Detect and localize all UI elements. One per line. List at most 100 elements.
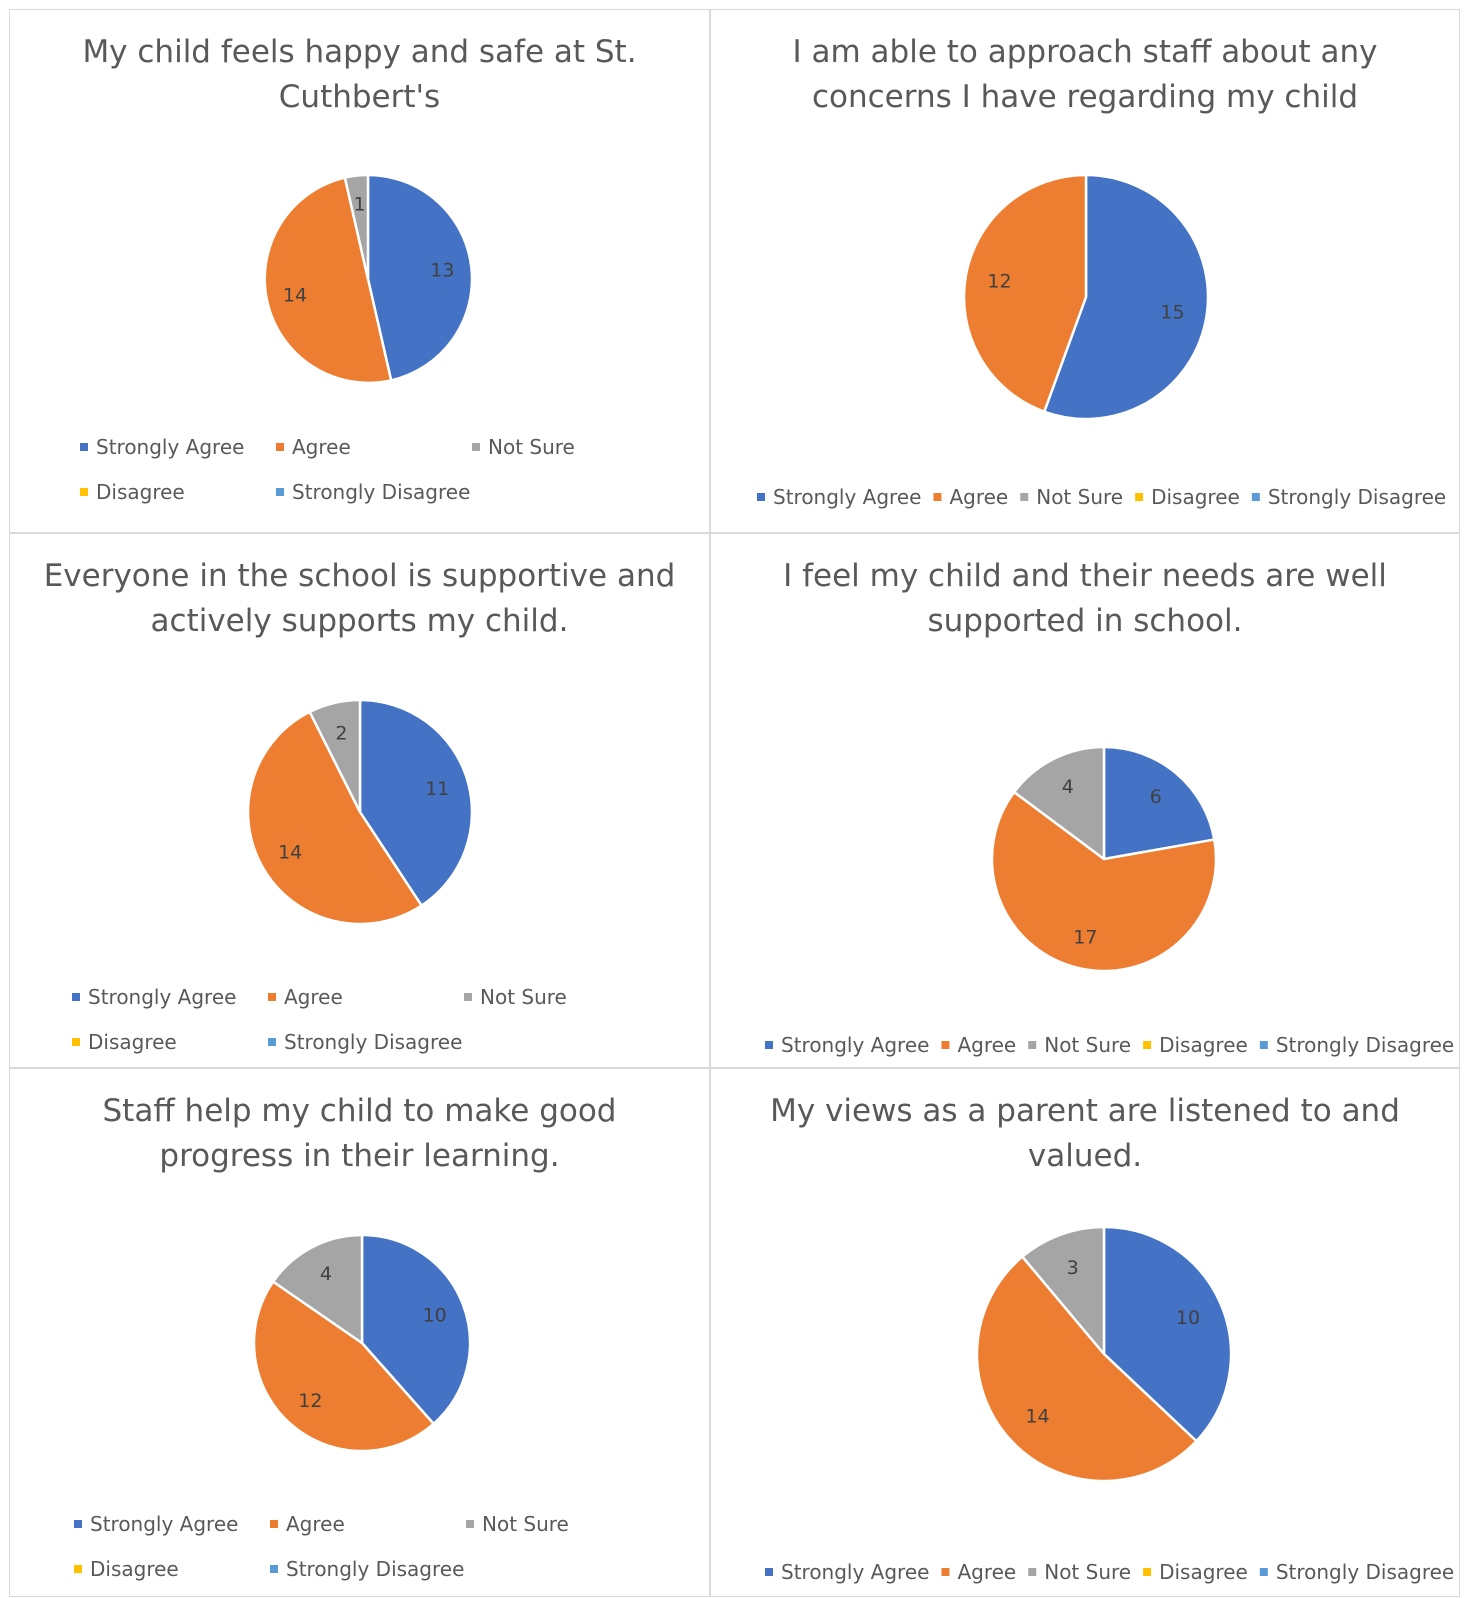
legend-item-disagree: Disagree <box>80 480 185 504</box>
chart-panel-supportive: Everyone in the school is supportive and… <box>9 533 710 1068</box>
chart-panel-needs-supported: I feel my child and their needs are well… <box>710 533 1460 1068</box>
legend-label: Disagree <box>1159 1033 1248 1057</box>
legend-item-disagree: Disagree <box>1135 485 1240 509</box>
legend-swatch <box>941 1568 949 1576</box>
legend-swatch <box>464 993 472 1001</box>
data-label-agree: 12 <box>298 1390 322 1412</box>
chart-panel-parent-views: My views as a parent are listened to and… <box>710 1068 1460 1597</box>
legend-item-agree: Agree <box>941 1560 1016 1584</box>
legend-label: Strongly Disagree <box>1268 485 1446 509</box>
legend-label: Disagree <box>90 1557 179 1581</box>
legend-item-disagree: Disagree <box>1143 1560 1248 1584</box>
legend-label: Not Sure <box>1044 1033 1131 1057</box>
legend-swatch <box>466 1520 474 1528</box>
legend-label: Strongly Agree <box>90 1512 238 1536</box>
legend-swatch <box>1143 1568 1151 1576</box>
legend-label: Agree <box>957 1560 1016 1584</box>
legend-label: Disagree <box>1159 1560 1248 1584</box>
legend-label: Strongly Disagree <box>1276 1033 1454 1057</box>
pie-chart: 15 12 Strongly Agree Agree Not Sure Disagree S… <box>711 10 1461 534</box>
legend-label: Strongly Disagree <box>286 1557 464 1581</box>
legend-item-strongly-agree: Strongly Agree <box>72 985 236 1009</box>
legend-item-not-sure: Not Sure <box>466 1512 569 1536</box>
legend-item-not-sure: Not Sure <box>464 985 567 1009</box>
legend-swatch <box>765 1041 773 1049</box>
pie-chart: 11 14 2 Strongly Agree Agree Not Sure Disagree… <box>10 534 711 1069</box>
legend-label: Strongly Disagree <box>292 480 470 504</box>
legend-label: Strongly Agree <box>781 1033 929 1057</box>
legend-item-not-sure: Not Sure <box>1028 1033 1131 1057</box>
data-label-agree: 17 <box>1073 927 1097 949</box>
legend-swatch <box>757 493 765 501</box>
legend-label: Strongly Disagree <box>284 1030 462 1054</box>
legend-label: Disagree <box>1151 485 1240 509</box>
legend-swatch <box>1028 1568 1036 1576</box>
legend-item-strongly-agree: Strongly Agree <box>80 435 244 459</box>
pie-chart: 13 14 1 Strongly Agree Agree Not Sure Disagree… <box>10 10 711 534</box>
legend-item-disagree: Disagree <box>74 1557 179 1581</box>
legend-label: Agree <box>284 985 343 1009</box>
legend-swatch <box>1020 493 1028 501</box>
data-label-agree: 12 <box>987 271 1011 293</box>
legend-swatch <box>1252 493 1260 501</box>
legend-item-not-sure: Not Sure <box>1020 485 1123 509</box>
legend-label: Not Sure <box>480 985 567 1009</box>
data-label-not-sure: 1 <box>354 194 366 216</box>
legend-label: Agree <box>949 485 1008 509</box>
legend-swatch <box>80 488 88 496</box>
legend-label: Agree <box>957 1033 1016 1057</box>
legend-item-strongly-disagree: Strongly Disagree <box>268 1030 462 1054</box>
legend-label: Not Sure <box>488 435 575 459</box>
legend-swatch <box>270 1520 278 1528</box>
legend-swatch <box>1028 1041 1036 1049</box>
legend-swatch <box>72 1038 80 1046</box>
legend-label: Strongly Agree <box>88 985 236 1009</box>
legend-label: Not Sure <box>1036 485 1123 509</box>
data-label-not-sure: 4 <box>320 1263 332 1285</box>
legend-swatch <box>765 1568 773 1576</box>
data-label-agree: 14 <box>283 285 307 307</box>
legend-item-agree: Agree <box>268 985 343 1009</box>
legend-swatch <box>1260 1041 1268 1049</box>
legend-item-strongly-agree: Strongly Agree <box>757 485 921 509</box>
chart-panel-approach-staff: I am able to approach staff about any co… <box>710 9 1460 533</box>
legend-swatch <box>74 1520 82 1528</box>
legend-swatch <box>74 1565 82 1573</box>
legend-label: Not Sure <box>482 1512 569 1536</box>
data-label-not-sure: 3 <box>1067 1257 1079 1279</box>
legend-item-agree: Agree <box>276 435 351 459</box>
data-label-strongly-agree: 6 <box>1150 786 1162 808</box>
legend-item-strongly-agree: Strongly Agree <box>765 1560 929 1584</box>
legend-swatch <box>1135 493 1143 501</box>
legend-swatch <box>276 443 284 451</box>
data-label-strongly-agree: 10 <box>423 1304 447 1326</box>
legend-item-strongly-disagree: Strongly Disagree <box>1260 1033 1454 1057</box>
data-label-strongly-agree: 13 <box>430 260 454 282</box>
chart-panel-happy-safe: My child feels happy and safe at St. Cut… <box>9 9 710 533</box>
legend-item-strongly-disagree: Strongly Disagree <box>270 1557 464 1581</box>
legend-item-strongly-agree: Strongly Agree <box>74 1512 238 1536</box>
legend-label: Disagree <box>96 480 185 504</box>
legend-item-strongly-disagree: Strongly Disagree <box>276 480 470 504</box>
pie-chart: 10 14 3 Strongly Agree Agree Not Sure Disagree… <box>711 1069 1461 1598</box>
legend-swatch <box>941 1041 949 1049</box>
data-label-agree: 14 <box>278 841 302 863</box>
legend-item-agree: Agree <box>270 1512 345 1536</box>
legend-item-disagree: Disagree <box>1143 1033 1248 1057</box>
legend-item-disagree: Disagree <box>72 1030 177 1054</box>
legend-label: Disagree <box>88 1030 177 1054</box>
legend-item-agree: Agree <box>933 485 1008 509</box>
legend-swatch <box>80 443 88 451</box>
legend-swatch <box>1143 1041 1151 1049</box>
legend-item-strongly-disagree: Strongly Disagree <box>1252 485 1446 509</box>
legend-label: Not Sure <box>1044 1560 1131 1584</box>
data-label-agree: 14 <box>1025 1406 1049 1428</box>
legend-swatch <box>276 488 284 496</box>
data-label-strongly-agree: 15 <box>1160 301 1184 323</box>
data-label-strongly-agree: 11 <box>425 778 449 800</box>
legend-label: Strongly Agree <box>773 485 921 509</box>
legend-item-not-sure: Not Sure <box>1028 1560 1131 1584</box>
legend-label: Strongly Disagree <box>1276 1560 1454 1584</box>
chart-panel-good-progress: Staff help my child to make good progres… <box>9 1068 710 1597</box>
legend-swatch <box>72 993 80 1001</box>
